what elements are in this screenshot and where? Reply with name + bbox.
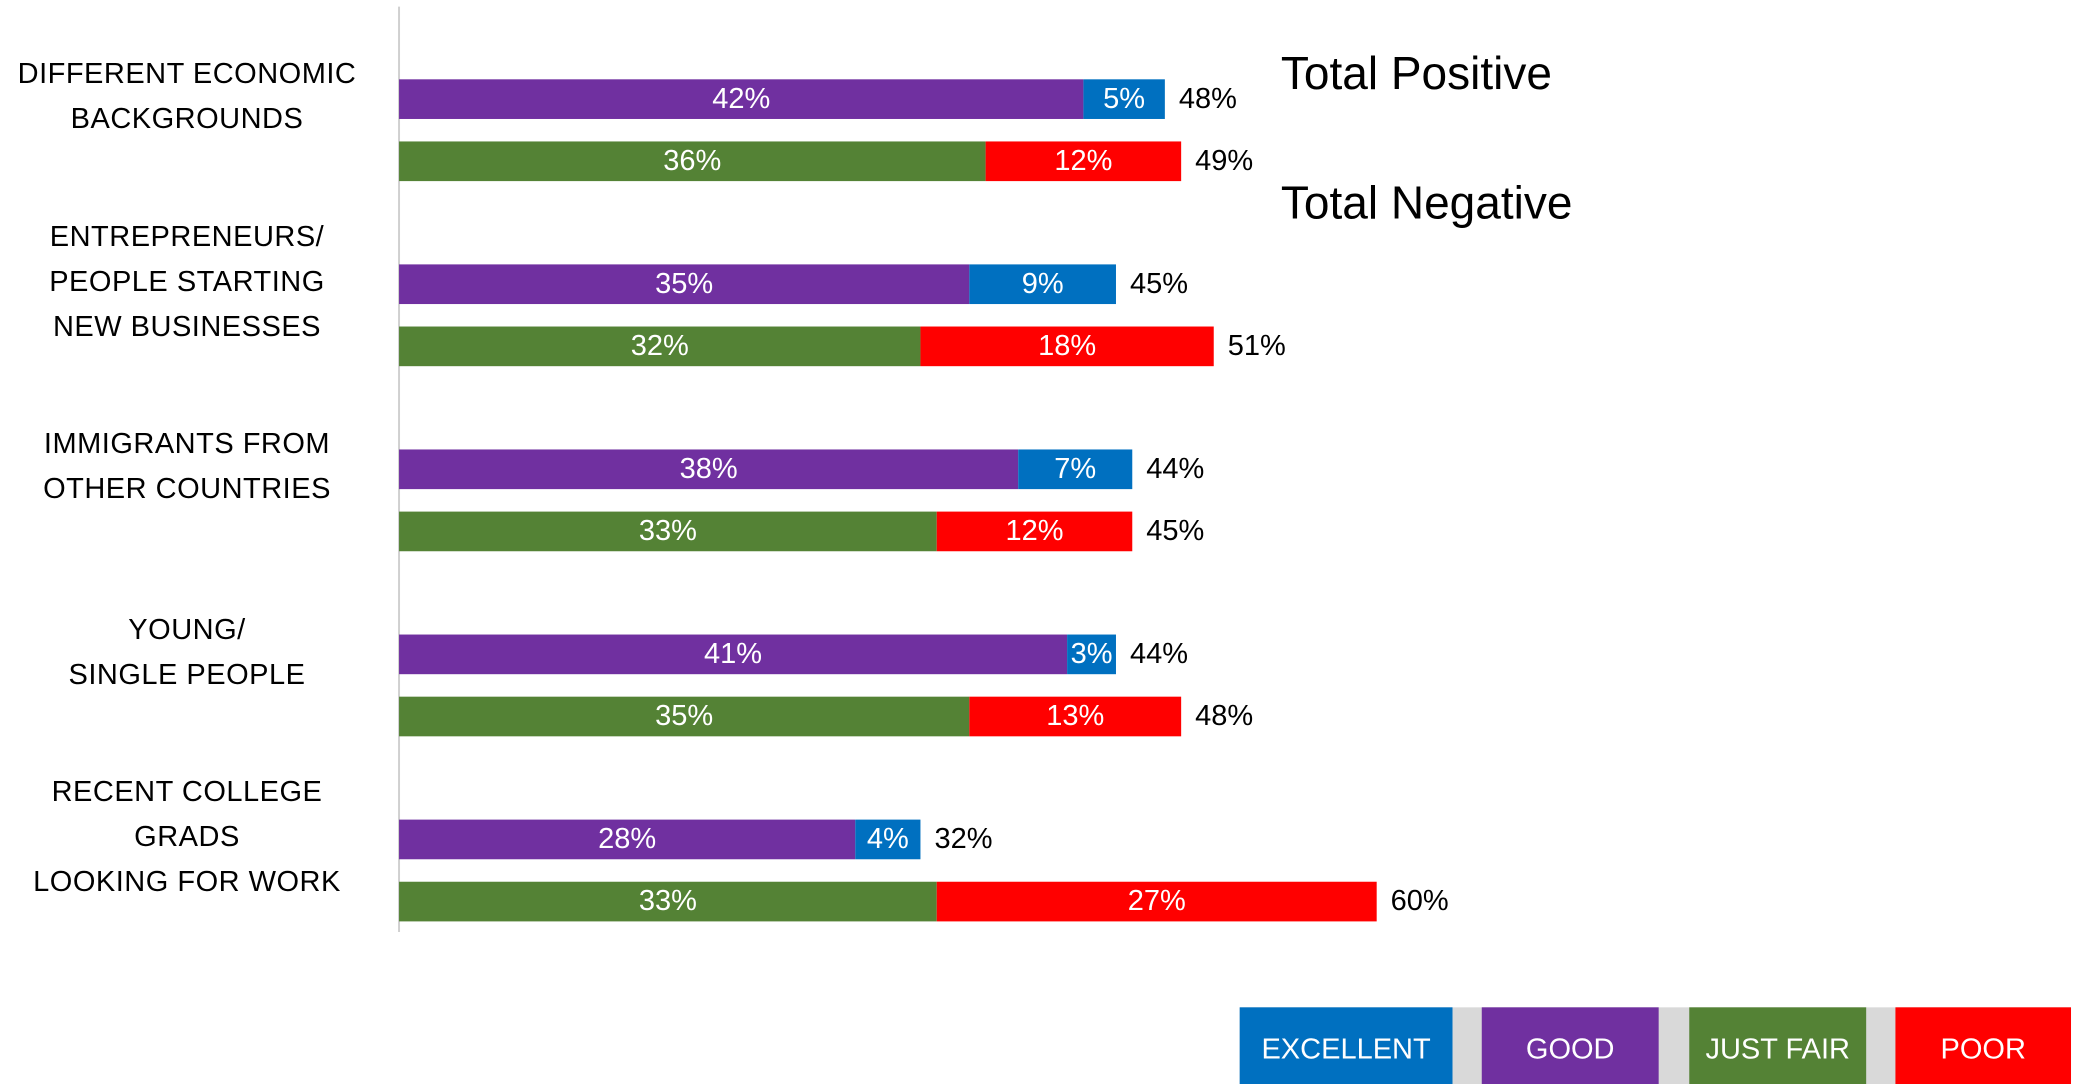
- bar-label: 13%: [1046, 700, 1104, 732]
- bar-segment: [936, 881, 1377, 922]
- legend-label: JUST FAIR: [1705, 1034, 1850, 1066]
- total-label: 49%: [1195, 145, 1253, 177]
- legend-swatch: [1239, 1007, 1453, 1084]
- bar-segment: [1018, 449, 1133, 490]
- bar-label: 27%: [1128, 885, 1186, 917]
- legend-swatch: [1689, 1007, 1867, 1084]
- total-label: 44%: [1130, 638, 1188, 670]
- total-label: 48%: [1179, 83, 1237, 115]
- bar-label: 42%: [712, 83, 770, 115]
- total-label: 48%: [1195, 700, 1253, 732]
- bar-segment: [936, 511, 1133, 552]
- category-label: RECENT COLLEGE GRADS LOOKING FOR WORK: [33, 776, 341, 899]
- bar-segment: [969, 264, 1116, 305]
- bar-label: 28%: [598, 823, 656, 855]
- annotation: Total Negative: [1281, 176, 1573, 228]
- category-label: DIFFERENT ECONOMIC BACKGROUNDS: [17, 58, 357, 136]
- bar-label: 18%: [1038, 330, 1096, 362]
- category-label: IMMIGRANTS FROM OTHER COUNTRIES: [43, 428, 331, 506]
- bar-label: 33%: [639, 885, 697, 917]
- bar-label: 35%: [655, 268, 713, 300]
- bar-segment: [969, 696, 1182, 737]
- bar-label: 36%: [663, 145, 721, 177]
- legend-label: EXCELLENT: [1261, 1034, 1431, 1066]
- bar-segment: [399, 449, 1019, 490]
- bar-label: 41%: [704, 638, 762, 670]
- bar-label: 9%: [1022, 268, 1064, 300]
- bar-segment: [985, 141, 1182, 182]
- bar-segment: [399, 511, 937, 552]
- bar-segment: [399, 326, 921, 367]
- bar-label: 35%: [655, 700, 713, 732]
- total-label: 45%: [1146, 515, 1204, 547]
- legend-label: GOOD: [1526, 1034, 1615, 1066]
- bar-label: 32%: [631, 330, 689, 362]
- total-label: 32%: [934, 823, 992, 855]
- legend-swatch: [1481, 1007, 1659, 1084]
- total-label: 60%: [1391, 885, 1449, 917]
- bar-label: 5%: [1103, 83, 1145, 115]
- bar-segment: [920, 326, 1214, 367]
- category-label: ENTREPRENEURS/ PEOPLE STARTING NEW BUSIN…: [49, 220, 325, 343]
- bar-segment: [399, 819, 856, 860]
- bar-segment: [399, 79, 1084, 119]
- total-label: 45%: [1130, 268, 1188, 300]
- total-label: 51%: [1228, 330, 1286, 362]
- bar-segment: [399, 264, 970, 305]
- bar-label: 4%: [867, 823, 909, 855]
- bar-label: 38%: [680, 453, 738, 485]
- category-label: YOUNG/ SINGLE PEOPLE: [68, 613, 306, 691]
- bar-segment: [855, 819, 921, 860]
- bar-label: 7%: [1054, 453, 1096, 485]
- legend-swatch: [1895, 1007, 2072, 1084]
- bar-label: 33%: [639, 515, 697, 547]
- bar-segment: [399, 634, 1068, 675]
- bar-segment: [1083, 79, 1165, 119]
- bar-segment: [1067, 634, 1116, 675]
- annotation: Total Positive: [1281, 47, 1552, 99]
- legend-label: POOR: [1941, 1034, 2026, 1066]
- bar-segment: [399, 141, 986, 182]
- bar-label: 3%: [1071, 638, 1113, 670]
- total-label: 44%: [1146, 453, 1204, 485]
- bar-segment: [399, 881, 937, 922]
- bar-label: 12%: [1005, 515, 1063, 547]
- bar-segment: [399, 696, 970, 737]
- bar-label: 12%: [1054, 145, 1112, 177]
